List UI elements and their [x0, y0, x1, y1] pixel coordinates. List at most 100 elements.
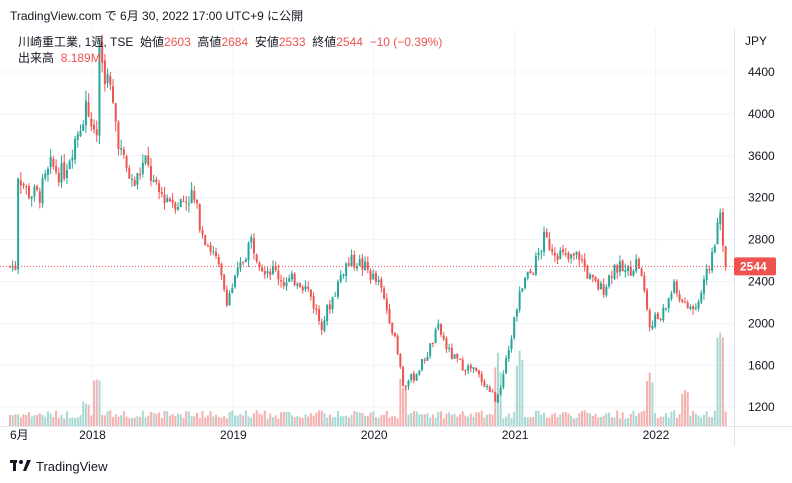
volume-bar	[683, 389, 686, 426]
candle-body	[469, 365, 472, 369]
candle-body	[681, 299, 684, 303]
candle-body	[185, 201, 188, 203]
volume-bar	[559, 414, 562, 426]
volume-bar	[643, 410, 646, 426]
candle-body	[342, 274, 345, 277]
candle-body	[309, 289, 312, 297]
volume-bar	[407, 414, 410, 426]
volume-bar	[475, 412, 478, 426]
volume-bar	[17, 414, 20, 426]
candle-body	[635, 259, 638, 272]
volume-bar	[95, 379, 98, 426]
time-tick-label: 2019	[220, 428, 247, 442]
volume-bar	[57, 417, 60, 426]
volume-bar	[458, 414, 461, 426]
candle-body	[491, 391, 494, 393]
volume-bar	[25, 414, 28, 426]
candle-body	[98, 44, 101, 136]
candle-body	[133, 179, 136, 186]
volume-bar	[347, 417, 350, 426]
volume-bar	[437, 412, 440, 426]
volume-bar	[315, 412, 318, 426]
candle-body	[515, 309, 518, 317]
candle-body	[364, 261, 367, 271]
candle-body	[572, 253, 575, 256]
candle-body	[548, 238, 551, 250]
candle-body	[293, 273, 296, 285]
volume-bar	[250, 417, 253, 426]
candle-body	[166, 198, 169, 202]
candle-body	[271, 266, 274, 274]
price-axis[interactable]: 1200 1600 2000 2400 2800 3200 3600 4000 4400 2544	[734, 28, 792, 446]
candle-body	[223, 274, 226, 290]
candle-body	[177, 207, 180, 210]
volume-bar	[556, 417, 559, 426]
volume-bar	[418, 414, 421, 426]
volume-bar	[228, 412, 231, 426]
candle-body	[529, 270, 532, 274]
price-chart[interactable]	[0, 28, 734, 446]
volume-bar	[182, 417, 185, 426]
publish-info: TradingView.com で 6月 30, 2022 17:00 UTC+…	[10, 9, 304, 23]
volume-bar	[220, 417, 223, 426]
candle-body	[434, 329, 437, 343]
candle-body	[247, 243, 250, 260]
candle-body	[179, 199, 182, 208]
candle-body	[613, 264, 616, 279]
volume-bar	[713, 410, 716, 426]
candle-body	[575, 251, 578, 255]
candle-body	[347, 263, 350, 266]
candle-body	[17, 178, 20, 270]
volume-bar	[174, 416, 177, 426]
volume-bar	[374, 417, 377, 426]
volume-bar	[477, 412, 480, 426]
volume-bar	[263, 410, 266, 426]
volume-bar	[364, 415, 367, 426]
time-axis[interactable]: 6月 2018 2019 2020 2021 2022	[0, 426, 734, 446]
volume-bar	[60, 414, 63, 426]
candle-body	[627, 265, 630, 271]
candle-body	[196, 200, 199, 204]
volume-bar	[721, 337, 724, 426]
symbol-label[interactable]: 川崎重工業, 1週, TSE	[18, 35, 134, 49]
volume-bar	[52, 416, 55, 426]
candle-body	[22, 183, 25, 186]
volume-bar	[627, 418, 630, 426]
candle-body	[570, 254, 573, 259]
volume-bar	[87, 404, 90, 426]
candle-body	[244, 259, 247, 263]
volume-bar	[616, 410, 619, 426]
candle-body	[68, 160, 71, 169]
volume-bar	[252, 413, 255, 426]
candle-body	[591, 274, 594, 278]
volume-bar	[578, 413, 581, 426]
candle-body	[505, 358, 508, 374]
candle-body	[263, 271, 266, 275]
volume-bar	[426, 413, 429, 426]
volume-bar	[450, 414, 453, 426]
volume-bar	[233, 415, 236, 426]
candle-body	[74, 138, 77, 160]
volume-bar	[605, 413, 608, 426]
volume-bar	[694, 413, 697, 426]
candle-body	[301, 286, 304, 291]
volume-bar	[540, 414, 543, 426]
candle-body	[659, 318, 662, 320]
candle-body	[583, 259, 586, 267]
candle-body	[713, 245, 716, 253]
candle-body	[385, 298, 388, 310]
volume-bar	[190, 416, 193, 426]
tradingview-logo[interactable]: TradingView	[10, 457, 108, 475]
volume-bar	[247, 416, 250, 426]
change-value: −10 (−0.39%)	[369, 35, 443, 49]
candle-body	[101, 42, 104, 63]
volume-bar	[599, 417, 602, 426]
high-label: 高値	[197, 35, 222, 49]
candle-body	[689, 306, 692, 309]
volume-bar	[130, 417, 133, 426]
volume-bar	[515, 366, 518, 426]
volume-bar	[22, 414, 25, 426]
volume-bar	[36, 414, 39, 426]
time-tick-label: 6月	[10, 428, 29, 442]
volume-bar	[33, 415, 36, 426]
